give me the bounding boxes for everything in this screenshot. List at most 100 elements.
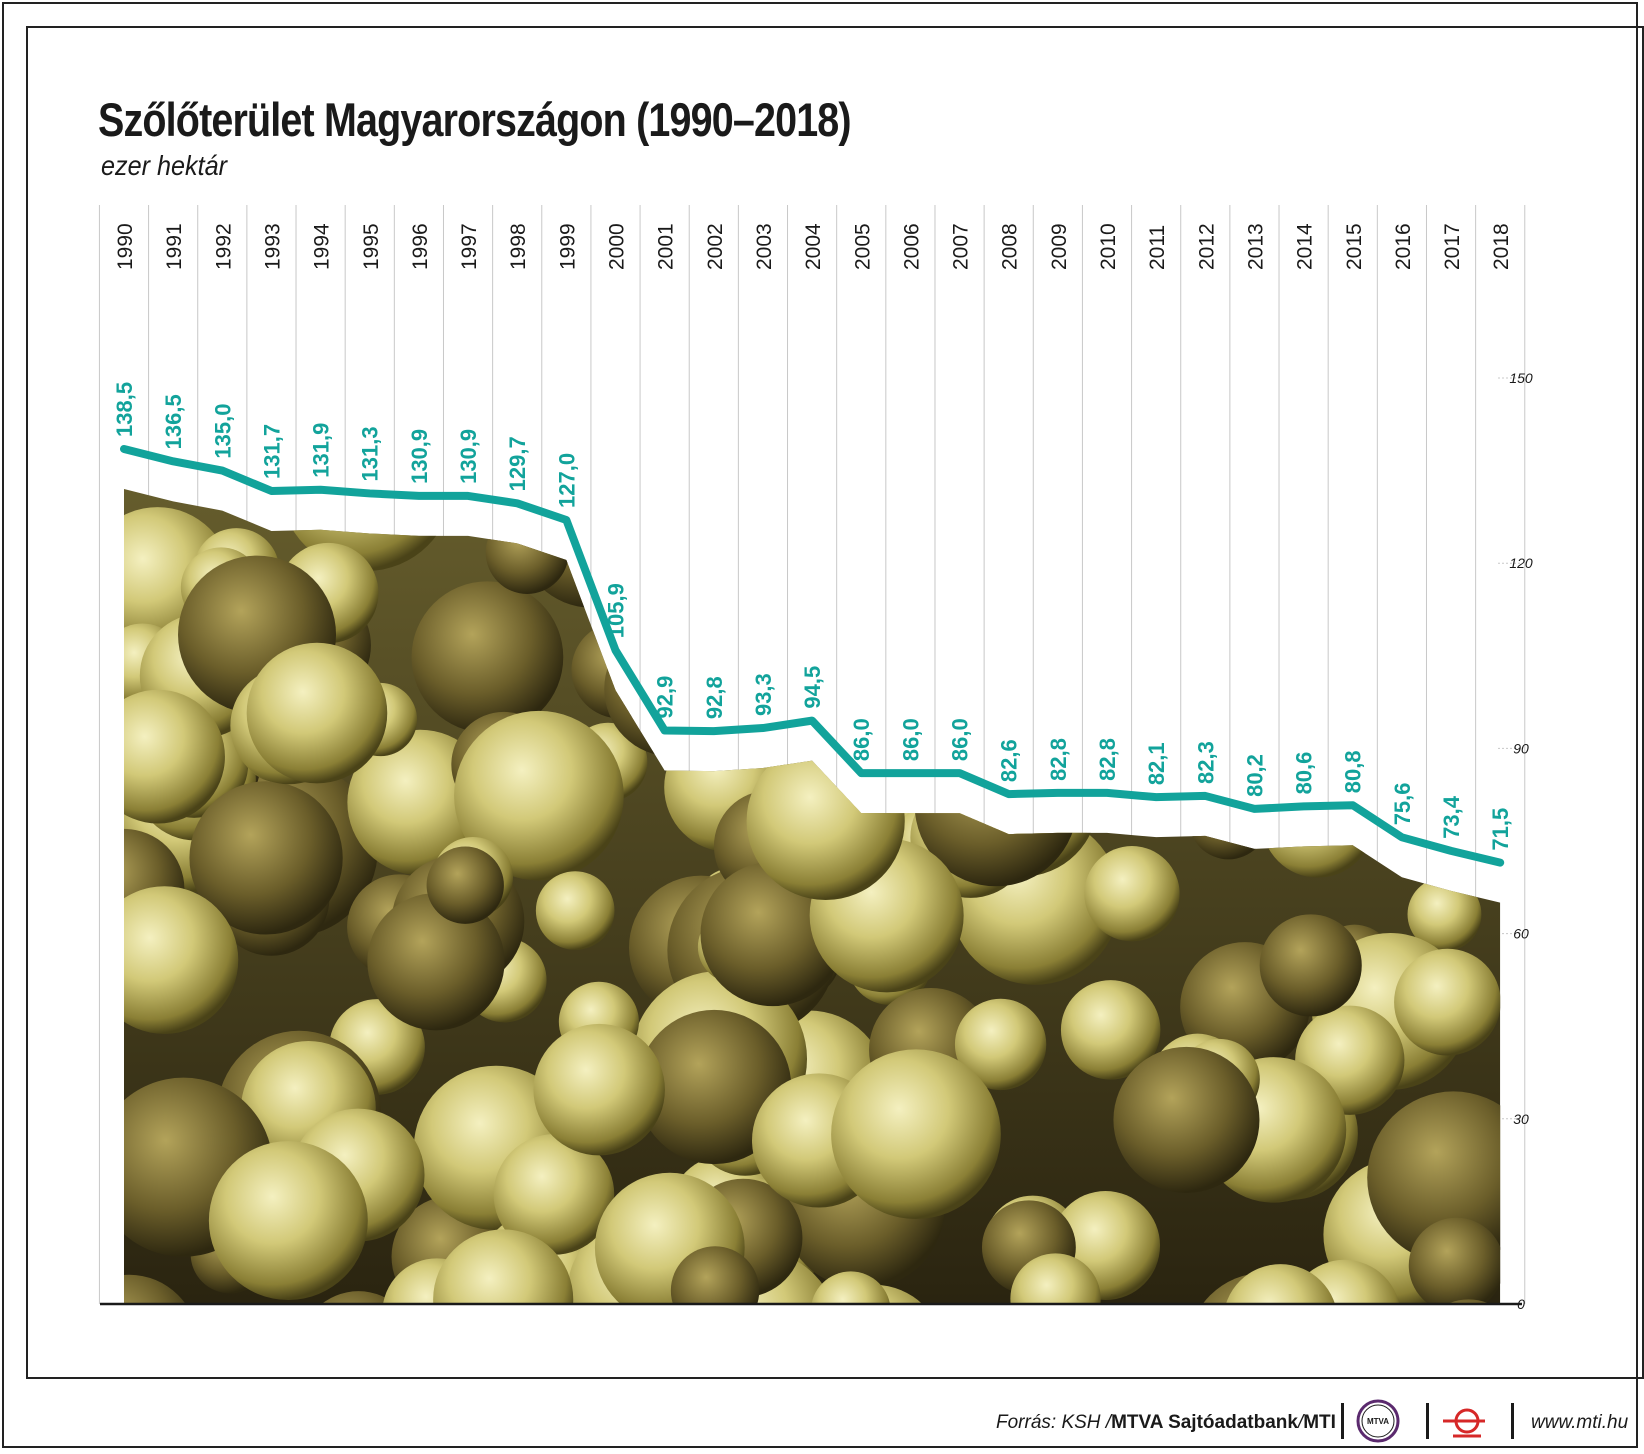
grape-berry	[246, 642, 388, 784]
grape-berry	[454, 710, 624, 881]
grape-berry	[753, 488, 855, 537]
grape-berry	[633, 488, 768, 612]
grape-berry	[982, 518, 1115, 651]
y-tick-label: 0	[1517, 1296, 1525, 1312]
grape-berry	[1407, 877, 1482, 952]
grape-berry	[804, 1284, 945, 1304]
data-label: 86,0	[849, 718, 874, 761]
chart-subtitle: ezer hektár	[101, 150, 228, 181]
grape-berry	[958, 508, 1103, 653]
data-label: 136,5	[161, 394, 186, 449]
grape-berry	[831, 1049, 1001, 1220]
data-label: 131,9	[309, 423, 334, 478]
grape-berry	[699, 521, 823, 645]
grape-berry	[208, 1141, 368, 1301]
grape-berry	[367, 893, 505, 1031]
grape-berry	[1394, 948, 1501, 1056]
x-tick-label: 2002	[704, 223, 727, 270]
x-tick-label: 2011	[1146, 225, 1169, 270]
grape-berry	[1084, 846, 1180, 942]
grape-berry	[1431, 402, 1512, 483]
data-label: 129,7	[505, 436, 530, 491]
grape-berry	[999, 394, 1091, 486]
grape-berry	[124, 1274, 199, 1304]
x-tick-label: 1998	[507, 223, 530, 270]
grape-berry	[1113, 1046, 1260, 1193]
x-tick-label: 2004	[802, 223, 825, 270]
grape-berry	[810, 1271, 891, 1304]
data-label: 75,6	[1390, 782, 1415, 825]
data-label: 71,5	[1488, 808, 1513, 851]
grape-berry	[936, 490, 1017, 570]
grape-berry	[1259, 914, 1362, 1017]
x-tick-label: 1990	[114, 223, 137, 270]
data-label: 131,7	[259, 424, 284, 479]
x-tick-label: 2006	[900, 223, 923, 270]
footer-divider	[1341, 1403, 1344, 1439]
grape-berry	[411, 581, 564, 734]
grape-berry	[493, 1134, 615, 1255]
y-tick-label: 30	[1513, 1111, 1529, 1127]
grape-berry	[871, 498, 1017, 644]
data-label: 135,0	[210, 404, 235, 459]
mti-logo-icon	[1443, 1408, 1485, 1438]
x-tick-label: 2018	[1490, 223, 1513, 270]
x-tick-label: 1993	[261, 223, 284, 270]
y-tick-label: 120	[1509, 555, 1533, 571]
data-label: 93,3	[751, 673, 776, 716]
grape-berry	[485, 511, 569, 594]
x-tick-label: 1995	[360, 223, 383, 270]
data-label: 130,9	[456, 429, 481, 484]
data-label: 86,0	[898, 718, 923, 761]
y-tick-label: 150	[1509, 370, 1533, 386]
x-tick-label: 1991	[163, 223, 186, 270]
grape-berry	[817, 632, 977, 792]
data-label: 86,0	[948, 718, 973, 761]
y-tick-label: 60	[1513, 926, 1529, 942]
x-tick-label: 2001	[655, 223, 678, 270]
x-tick-label: 2008	[999, 223, 1022, 270]
grape-berry	[493, 1327, 565, 1399]
data-label: 130,9	[407, 429, 432, 484]
y-tick-label: 90	[1513, 740, 1529, 756]
x-tick-label: 1996	[409, 223, 432, 270]
x-tick-label: 2012	[1195, 223, 1218, 270]
grape-berry	[124, 886, 239, 1034]
grape-berry	[433, 1229, 574, 1304]
footer-divider	[1511, 1403, 1514, 1439]
data-label: 82,3	[1193, 741, 1218, 784]
grape-berry	[1408, 1217, 1501, 1304]
grape-berry	[637, 1009, 792, 1165]
data-label: 82,1	[1144, 742, 1169, 785]
grape-berry	[1379, 679, 1498, 798]
x-tick-label: 2003	[753, 223, 776, 270]
x-tick-label: 2017	[1441, 223, 1464, 270]
data-label: 80,6	[1292, 752, 1317, 795]
grape-berry	[989, 409, 1061, 481]
source-separator: /	[1297, 1412, 1304, 1433]
grape-berry	[1212, 549, 1321, 658]
data-label: 82,6	[997, 739, 1022, 782]
grape-berry	[1367, 1091, 1501, 1264]
grape-berry	[1223, 1264, 1338, 1304]
grape-berry	[583, 488, 711, 586]
grape-photo-background	[124, 394, 1512, 1399]
grape-berry	[1346, 635, 1501, 803]
grape-berry	[670, 1246, 760, 1304]
grape-berry	[966, 488, 1092, 572]
grape-berry	[746, 741, 905, 901]
grape-berry	[834, 488, 940, 514]
data-label: 73,4	[1439, 795, 1464, 839]
data-label: 131,3	[358, 426, 383, 481]
data-label: 92,9	[653, 676, 678, 719]
inner-frame	[26, 26, 1644, 1379]
data-label: 92,8	[702, 676, 727, 719]
website-link[interactable]: www.mti.hu	[1531, 1412, 1629, 1433]
x-tick-label: 2000	[606, 223, 629, 270]
source-text: Forrás: KSH / MTVA Sajtóadatbank / MTI	[996, 1405, 1336, 1441]
x-tick-label: 2013	[1244, 223, 1267, 270]
grape-berry	[298, 1291, 418, 1304]
data-label: 80,8	[1341, 750, 1366, 793]
